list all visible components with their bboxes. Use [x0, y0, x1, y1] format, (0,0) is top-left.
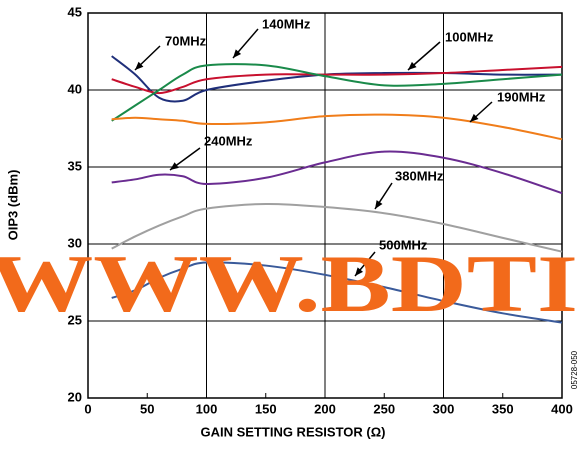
x-tick-label: 400: [551, 401, 573, 416]
figure-id: 05728-050: [570, 350, 579, 389]
arrow-head: [170, 162, 179, 170]
y-tick-label: 20: [68, 389, 82, 404]
series-label: 500MHz: [379, 237, 428, 252]
x-tick-label: 350: [492, 401, 514, 416]
series-line: [111, 202, 563, 253]
x-axis-label: GAIN SETTING RESISTOR (Ω): [201, 424, 386, 439]
x-tick-label: 150: [255, 401, 277, 416]
y-axis-label: OIP3 (dBm): [5, 170, 20, 241]
y-tick-label: 25: [68, 312, 82, 327]
x-tick-label: 0: [84, 401, 91, 416]
arrow-head: [408, 61, 417, 70]
series-label: 140MHz: [262, 16, 311, 31]
x-tick-label: 200: [314, 401, 336, 416]
series-label: 240MHz: [204, 133, 253, 148]
arrow-head: [233, 49, 242, 58]
watermark: WWW.BDTI: [0, 238, 578, 329]
arrow-head: [470, 113, 479, 122]
series-line: [111, 261, 563, 324]
x-tick-label: 300: [433, 401, 455, 416]
y-tick-label: 40: [68, 81, 82, 96]
series-label: 70MHz: [165, 33, 207, 48]
y-tick-label: 45: [68, 4, 82, 19]
arrow-head: [375, 200, 383, 209]
y-tick-label: 35: [68, 158, 82, 173]
series-label: 190MHz: [497, 89, 546, 104]
y-tick-label: 30: [68, 235, 82, 250]
x-tick-label: 50: [140, 401, 154, 416]
series-line: [111, 113, 563, 141]
series-line: [111, 63, 563, 122]
x-tick-label: 100: [196, 401, 218, 416]
plot-frame: [87, 12, 563, 399]
x-tick-label: 250: [373, 401, 395, 416]
series-label: 100MHz: [445, 29, 494, 44]
series-line: [111, 65, 563, 95]
series-label: 380MHz: [395, 168, 444, 183]
arrow-head: [135, 61, 144, 70]
series-line: [111, 150, 563, 195]
arrow-head: [355, 267, 363, 276]
